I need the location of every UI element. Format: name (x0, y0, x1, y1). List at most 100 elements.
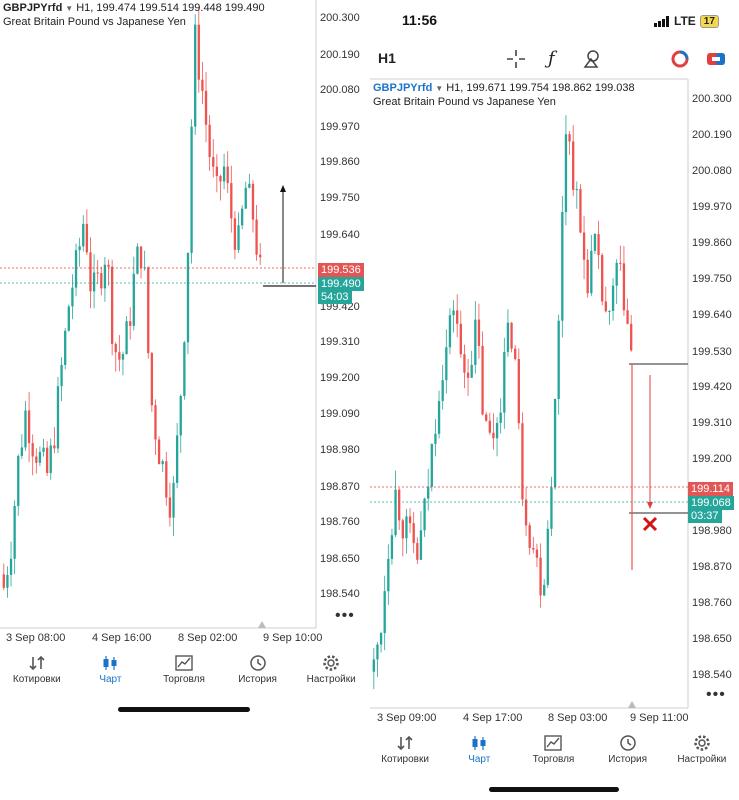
price-tick-label: 200.300 (692, 93, 732, 105)
trade-icon (174, 652, 194, 674)
candle-body (82, 223, 85, 247)
candle-body (416, 543, 419, 560)
history-icon (248, 652, 268, 674)
candle-body (92, 272, 96, 292)
chart-screen-left: GBPJPYrfd ▼ H1, 199.474 199.514 199.448 19… (0, 0, 368, 800)
candle-body (172, 482, 175, 518)
candle-body (437, 400, 441, 434)
price-tick-label: 200.080 (692, 165, 732, 177)
candle-body (390, 535, 394, 559)
candle-body (521, 423, 524, 500)
candle-body (100, 273, 103, 289)
tab-label: Торговля (532, 754, 575, 765)
candle-body (240, 208, 244, 226)
candle-body (586, 259, 589, 294)
price-tick-label: 198.650 (320, 553, 360, 565)
timeframe-button[interactable]: H1 (378, 50, 396, 66)
more-options-icon[interactable]: ••• (335, 607, 355, 624)
candle-body (89, 252, 92, 292)
candle-body (398, 489, 401, 521)
candle-body (17, 455, 20, 506)
candlestick-chart-left[interactable] (0, 0, 368, 650)
tab-history[interactable]: История (591, 732, 665, 765)
candle-body (226, 166, 229, 184)
tab-quotes[interactable]: Котировки (368, 732, 442, 765)
candle-body (506, 322, 510, 352)
time-tick-label: 9 Sep 11:00 (630, 712, 689, 724)
tab-label: Настройки (677, 754, 727, 765)
candle-body (24, 410, 27, 448)
candle-body (118, 352, 121, 360)
candle-body (379, 632, 383, 645)
candle-body (372, 659, 375, 672)
candle-body (568, 134, 571, 142)
tab-chart[interactable]: Чарт (442, 732, 516, 765)
tab-label: Котировки (381, 754, 429, 765)
candle-body (466, 372, 470, 378)
price-tick-label: 200.190 (320, 49, 360, 61)
chart-shift-marker (628, 701, 636, 708)
objects-icon[interactable] (582, 49, 602, 69)
candle-body (503, 351, 506, 413)
candle-body (139, 246, 143, 268)
tab-label: Настройки (306, 674, 356, 685)
symbol-label[interactable]: GBPJPYrfd (3, 2, 63, 14)
tab-trade[interactable]: Торговля (147, 652, 221, 685)
one-click-trading-icon[interactable] (670, 49, 690, 69)
candle-body (38, 451, 42, 463)
tab-chart[interactable]: Чарт (74, 652, 148, 685)
candle-body (161, 461, 164, 465)
candle-body (535, 549, 539, 558)
symbol-description: Great Britain Pound vs Japanese Yen (373, 96, 556, 108)
candle-body (597, 233, 600, 256)
ohlc-values: H1, 199.671 199.754 198.862 199.038 (446, 82, 635, 94)
candle-body (190, 126, 193, 253)
price-tick-label: 199.640 (320, 229, 360, 241)
bar-timer: 03:37 (688, 509, 722, 523)
candle-body (539, 557, 542, 596)
candle-body (204, 90, 208, 125)
price-tick-label: 199.090 (320, 408, 360, 420)
tab-settings[interactable]: Настройки (294, 652, 368, 685)
price-tick-label: 199.310 (320, 336, 360, 348)
tab-settings[interactable]: Настройки (665, 732, 739, 765)
symbol-dropdown-icon[interactable]: ▼ (65, 4, 74, 13)
candle-body (13, 505, 16, 559)
candle-body (45, 447, 49, 473)
tab-history[interactable]: История (221, 652, 295, 685)
candlestick-chart-right[interactable] (368, 0, 739, 730)
candle-body (222, 166, 226, 182)
cross-mark-icon (642, 516, 658, 532)
trend-arrow-head (647, 502, 653, 509)
candle-body (543, 584, 546, 596)
more-options-icon[interactable]: ••• (706, 686, 726, 703)
bottom-tab-bar-right: Котировки Чарт Торговля История Настройк… (368, 732, 739, 765)
crosshair-icon[interactable] (506, 49, 526, 69)
candle-body (510, 322, 513, 349)
symbol-dropdown-icon[interactable]: ▼ (435, 84, 444, 93)
price-tick-label: 199.970 (692, 201, 732, 213)
candle-body (434, 433, 437, 444)
candle-body (582, 232, 586, 260)
tab-quotes[interactable]: Котировки (0, 652, 74, 685)
candle-body (129, 321, 132, 326)
tab-label: История (238, 674, 277, 685)
candle-body (626, 310, 629, 324)
chart-screen-right: 11:56 LTE 17 H1 ƒ GBPJPYrfd ▼ H1, 199.671 … (368, 0, 739, 800)
candle-body (78, 246, 81, 251)
candle-body (394, 489, 397, 536)
candle-body (579, 189, 582, 233)
price-tick-label: 199.860 (320, 156, 360, 168)
candle-body (103, 264, 107, 289)
candle-body (593, 233, 597, 251)
symbol-label[interactable]: GBPJPYrfd (373, 82, 433, 94)
status-time: 11:56 (402, 12, 438, 28)
indicators-icon[interactable]: ƒ (548, 48, 555, 69)
time-tick-label: 3 Sep 09:00 (377, 712, 437, 724)
new-order-icon[interactable] (706, 50, 726, 68)
candle-body (488, 420, 491, 433)
candle-body (64, 330, 67, 365)
candle-body (2, 574, 5, 588)
history-icon (618, 732, 638, 754)
tab-trade[interactable]: Торговля (516, 732, 590, 765)
